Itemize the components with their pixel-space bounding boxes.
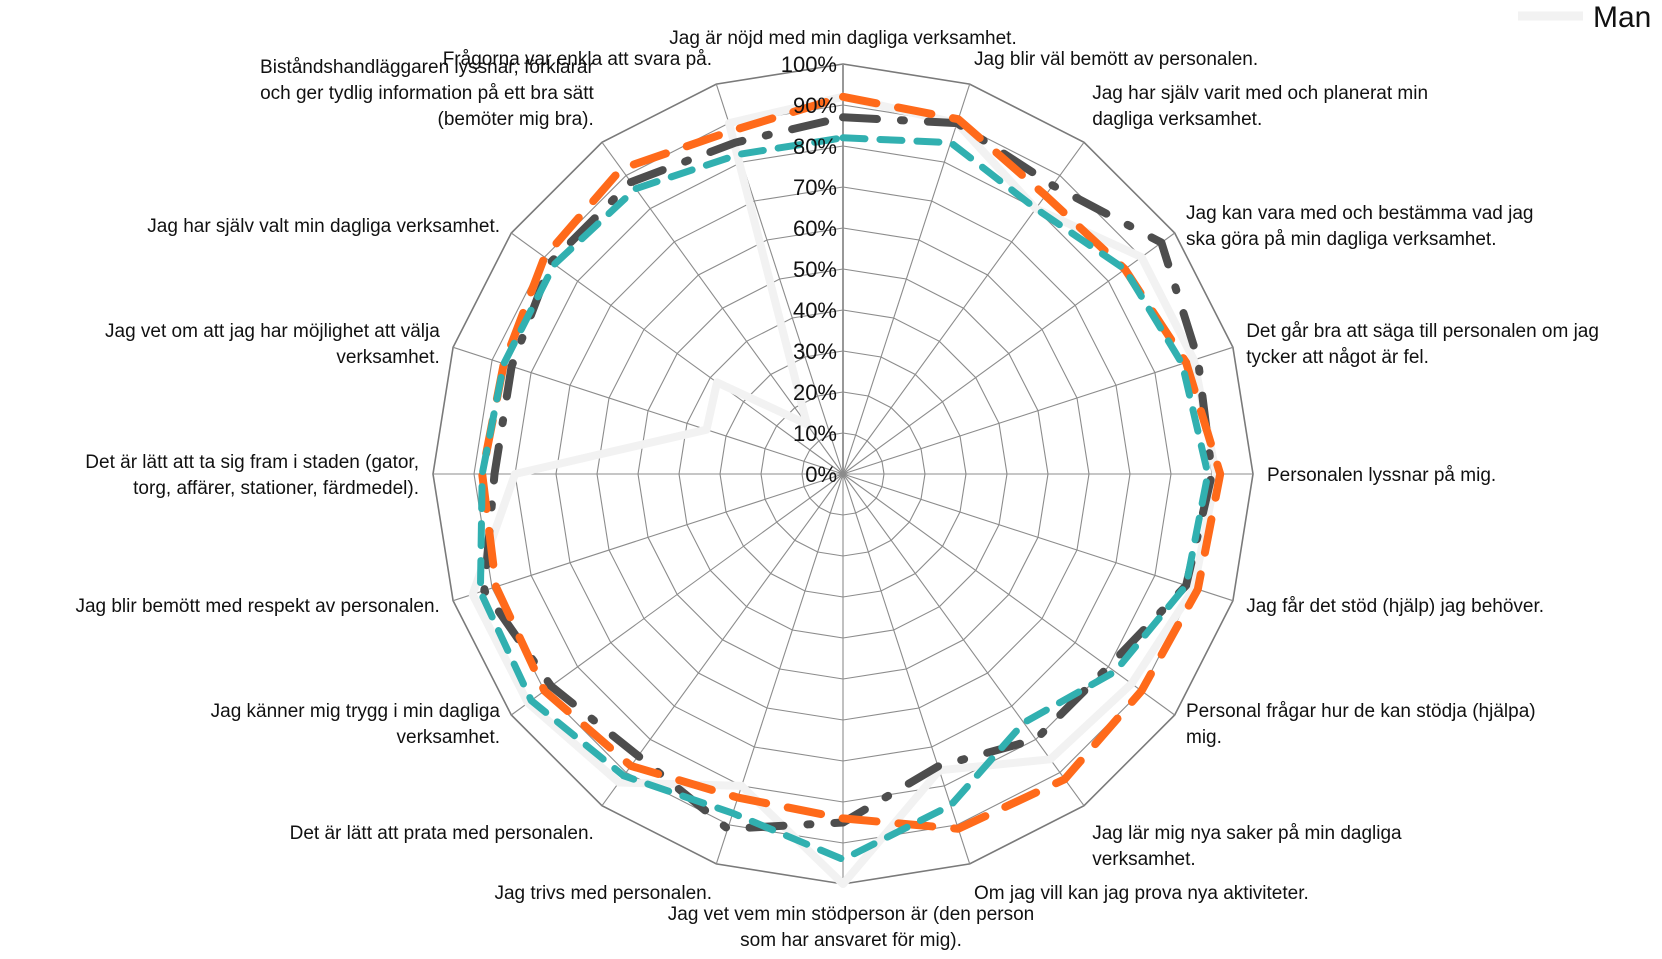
grid-spoke-2 (842, 83, 971, 475)
category-label-line: (bemöter mig bra). (438, 109, 594, 130)
category-label-line: Jag känner mig trygg i min dagliga (211, 701, 501, 722)
tick-label: 20% (793, 380, 837, 405)
tick-label: 0% (805, 462, 837, 487)
category-label-line: Jag har själv valt min dagliga verksamhe… (147, 216, 500, 237)
category-label-line: Jag trivs med personalen. (494, 883, 712, 904)
grid-spoke-5 (842, 346, 1234, 475)
category-label: Det är lätt att prata med personalen. (290, 823, 594, 844)
category-label-line: Det är lätt att prata med personalen. (290, 823, 594, 844)
category-label: Jag får det stöd (hjälp) jag behöver. (1246, 596, 1544, 617)
series-line-3 (478, 92, 1225, 833)
category-label: Frågorna var enkla att svara på. (443, 49, 712, 70)
grid-spoke-12 (715, 473, 844, 865)
tick-label: 60% (793, 216, 837, 241)
grid-spoke-7 (842, 473, 1234, 602)
category-label: Jag lär mig nya saker på min dagliga verk… (1092, 823, 1402, 870)
category-label: Jag har själv varit med och planerat min… (1092, 83, 1428, 130)
grid-spoke-4 (842, 232, 1176, 475)
category-label: Jag känner mig trygg i min dagliga verksa… (211, 701, 501, 748)
tick-label: 70% (793, 175, 837, 200)
tick-label: 10% (793, 421, 837, 446)
category-label-line: Det är lätt att ta sig fram i staden (ga… (85, 452, 419, 473)
tick-label: 100% (781, 52, 837, 77)
category-label-line: torg, affärer, stationer, färdmedel). (133, 478, 419, 499)
grid-spoke-17 (452, 346, 844, 475)
category-label-line: Frågorna var enkla att svara på. (443, 49, 712, 70)
category-labels: Jag är nöjd med min dagliga verksamhet.J… (75, 28, 1599, 951)
category-label-line: Personal frågar hur de kan stödja (hjälp… (1186, 701, 1536, 722)
category-label: Jag är nöjd med min dagliga verksamhet. (669, 28, 1016, 49)
category-label-line: Jag vet vem min stödperson är (den perso… (668, 904, 1034, 925)
category-label: Jag har själv valt min dagliga verksamhe… (147, 216, 500, 237)
category-label-line: Jag vet om att jag har möjlighet att väl… (105, 321, 440, 342)
tick-label: 90% (793, 93, 837, 118)
category-label: Det går bra att säga till personalen om … (1246, 321, 1599, 368)
radial-tick-labels: 0% 10% 20% 30% 40% 50% 60% 70% 80% 90% 100% (781, 52, 837, 487)
grid-spoke-18 (510, 232, 844, 475)
category-label: Jag vet om att jag har möjlighet att väl… (105, 321, 440, 368)
category-label: Biståndshandläggaren lyssnar, förklarar o… (260, 57, 594, 130)
tick-label: 80% (793, 134, 837, 159)
category-label-line: Jag är nöjd med min dagliga verksamhet. (669, 28, 1016, 49)
grid-spoke-8 (842, 473, 1176, 716)
grid-spoke-13 (601, 473, 844, 807)
legend-label-man: Man (1593, 1, 1651, 34)
tick-label: 40% (793, 298, 837, 323)
category-label-line: verksamhet. (1092, 849, 1195, 870)
category-label-line: ska göra på min dagliga verksamhet. (1186, 229, 1497, 250)
category-label-line: Jag lär mig nya saker på min dagliga (1092, 823, 1402, 844)
category-label-line: Personalen lyssnar på mig. (1267, 465, 1496, 486)
grid-spoke-10 (842, 473, 971, 865)
grid-spoke-15 (452, 473, 844, 602)
category-label-line: Det går bra att säga till personalen om … (1246, 321, 1599, 342)
category-label-line: Biståndshandläggaren lyssnar, förklarar (260, 57, 594, 78)
legend: Man (1518, 1, 1651, 34)
category-label-line: tycker att något är fel. (1246, 347, 1429, 368)
category-label: Jag vet vem min stödperson är (den perso… (668, 904, 1034, 951)
category-label-line: mig. (1186, 727, 1222, 748)
radar-grid (432, 63, 1254, 885)
grid-spoke-9 (842, 473, 1085, 807)
category-label-line: Jag har själv varit med och planerat min (1092, 83, 1428, 104)
category-label: Jag kan vara med och bestämma vad jag ska… (1186, 203, 1533, 250)
category-label: Om jag vill kan jag prova nya aktivitete… (974, 883, 1309, 904)
series-line-4 (476, 134, 1212, 863)
category-label-line: verksamhet. (397, 727, 500, 748)
category-label-line: verksamhet. (336, 347, 439, 368)
category-label: Det är lätt att ta sig fram i staden (ga… (85, 452, 419, 499)
tick-label: 30% (793, 339, 837, 364)
category-label-line: Jag blir bemött med respekt av personale… (75, 596, 439, 617)
category-label-line: som har ansvaret för mig). (740, 930, 962, 951)
category-label-line: dagliga verksamhet. (1092, 109, 1262, 130)
tick-label: 50% (793, 257, 837, 282)
grid-spoke-3 (842, 141, 1085, 475)
category-label-line: Om jag vill kan jag prova nya aktivitete… (974, 883, 1309, 904)
category-label: Personalen lyssnar på mig. (1267, 465, 1496, 486)
series-line-1 (468, 92, 1221, 888)
category-label-line: och ger tydlig information på ett bra sä… (260, 83, 594, 104)
category-label: Jag trivs med personalen. (494, 883, 712, 904)
category-label-line: Jag blir väl bemött av personalen. (974, 49, 1258, 70)
category-label: Jag blir väl bemött av personalen. (974, 49, 1258, 70)
radar-series (468, 92, 1225, 888)
grid-spoke-14 (510, 473, 844, 716)
category-label: Personal frågar hur de kan stödja (hjälp… (1186, 701, 1536, 748)
category-label-line: Jag får det stöd (hjälp) jag behöver. (1246, 596, 1544, 617)
category-label: Jag blir bemött med respekt av personale… (75, 596, 439, 617)
category-label-line: Jag kan vara med och bestämma vad jag (1186, 203, 1533, 224)
